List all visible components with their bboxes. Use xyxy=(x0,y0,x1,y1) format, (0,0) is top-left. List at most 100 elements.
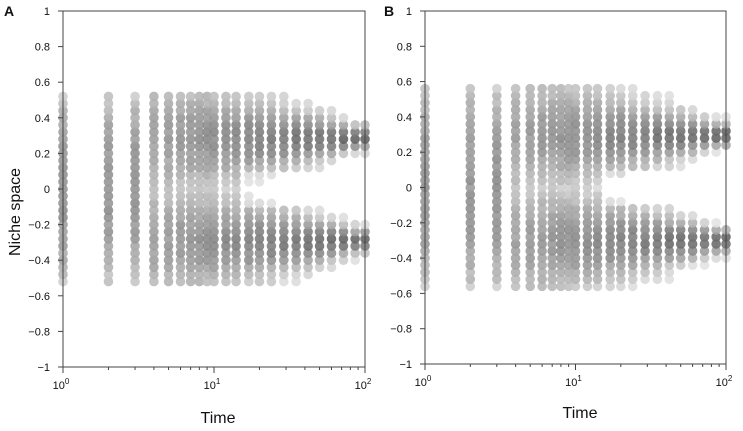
data-point xyxy=(254,226,265,237)
data-point xyxy=(563,126,574,136)
data-point xyxy=(547,133,557,143)
data-point xyxy=(243,91,254,102)
data-point xyxy=(279,134,289,144)
data-point xyxy=(163,148,174,159)
data-point xyxy=(254,255,265,265)
data-point xyxy=(338,127,349,137)
data-point xyxy=(243,248,254,258)
series-points-a xyxy=(58,91,370,287)
data-point xyxy=(103,105,114,116)
data-point xyxy=(570,147,581,157)
data-point xyxy=(563,253,574,263)
data-point xyxy=(556,203,566,214)
data-point xyxy=(243,134,254,144)
data-point xyxy=(185,98,196,109)
data-point xyxy=(314,162,325,173)
data-point xyxy=(209,219,219,230)
data-point xyxy=(130,127,140,137)
data-point xyxy=(616,140,626,150)
data-point xyxy=(231,155,241,166)
data-point xyxy=(202,120,212,130)
data-point xyxy=(209,148,219,159)
data-point xyxy=(163,184,174,194)
data-point xyxy=(130,248,140,258)
data-point xyxy=(175,248,186,258)
data-point xyxy=(185,177,196,187)
data-point xyxy=(130,148,140,159)
data-point xyxy=(303,148,313,159)
data-point xyxy=(627,246,638,256)
data-point xyxy=(582,161,593,172)
data-point xyxy=(209,141,219,152)
data-point xyxy=(547,267,557,278)
data-point xyxy=(675,225,686,235)
data-point xyxy=(338,226,349,237)
data-point xyxy=(266,98,277,109)
data-point xyxy=(582,189,593,200)
data-point xyxy=(209,269,219,280)
data-point xyxy=(699,232,710,242)
data-point xyxy=(563,203,574,214)
data-point xyxy=(185,91,196,102)
data-point xyxy=(664,218,675,228)
data-point xyxy=(326,105,337,116)
data-point xyxy=(547,281,557,292)
data-point xyxy=(130,91,140,102)
data-point xyxy=(465,105,476,115)
data-point xyxy=(556,239,566,249)
data-point xyxy=(592,253,603,263)
data-point xyxy=(465,281,476,292)
data-point xyxy=(592,182,603,193)
data-point xyxy=(194,241,205,251)
data-point xyxy=(231,269,241,280)
data-point xyxy=(163,127,174,137)
data-point xyxy=(616,210,626,221)
data-point xyxy=(592,267,603,278)
data-point xyxy=(202,255,212,265)
data-point xyxy=(221,212,231,223)
data-point xyxy=(103,162,114,173)
data-point xyxy=(510,97,521,108)
data-point xyxy=(209,105,219,116)
data-point xyxy=(303,241,313,251)
y-tick-label: 1 xyxy=(44,6,50,18)
data-point xyxy=(254,276,265,287)
data-point xyxy=(547,232,557,242)
data-point xyxy=(582,112,593,122)
data-point xyxy=(130,134,140,144)
data-point xyxy=(175,212,186,223)
data-point xyxy=(163,169,174,180)
data-point xyxy=(525,210,535,221)
data-point xyxy=(605,161,615,172)
data-point xyxy=(130,169,140,180)
data-point xyxy=(185,219,196,230)
data-point xyxy=(537,175,547,186)
data-point xyxy=(279,212,289,223)
data-point xyxy=(209,248,219,258)
data-point xyxy=(185,226,196,237)
data-point xyxy=(492,210,502,221)
data-point xyxy=(350,148,360,159)
data-point xyxy=(350,120,360,130)
data-point xyxy=(547,97,557,108)
data-point xyxy=(465,246,476,256)
data-point xyxy=(563,189,574,200)
data-point xyxy=(627,232,638,242)
data-point xyxy=(279,91,289,102)
data-point xyxy=(202,212,212,223)
data-point xyxy=(231,148,241,159)
data-point xyxy=(547,112,557,122)
data-point xyxy=(711,232,721,242)
data-point xyxy=(163,162,174,173)
data-point xyxy=(699,260,710,270)
data-point xyxy=(314,134,325,144)
data-point xyxy=(525,168,535,179)
data-point xyxy=(556,105,566,115)
data-point xyxy=(592,119,603,129)
data-point xyxy=(326,219,337,230)
data-point xyxy=(194,255,205,265)
data-point xyxy=(510,105,521,115)
data-point xyxy=(652,260,663,270)
data-point xyxy=(185,141,196,152)
